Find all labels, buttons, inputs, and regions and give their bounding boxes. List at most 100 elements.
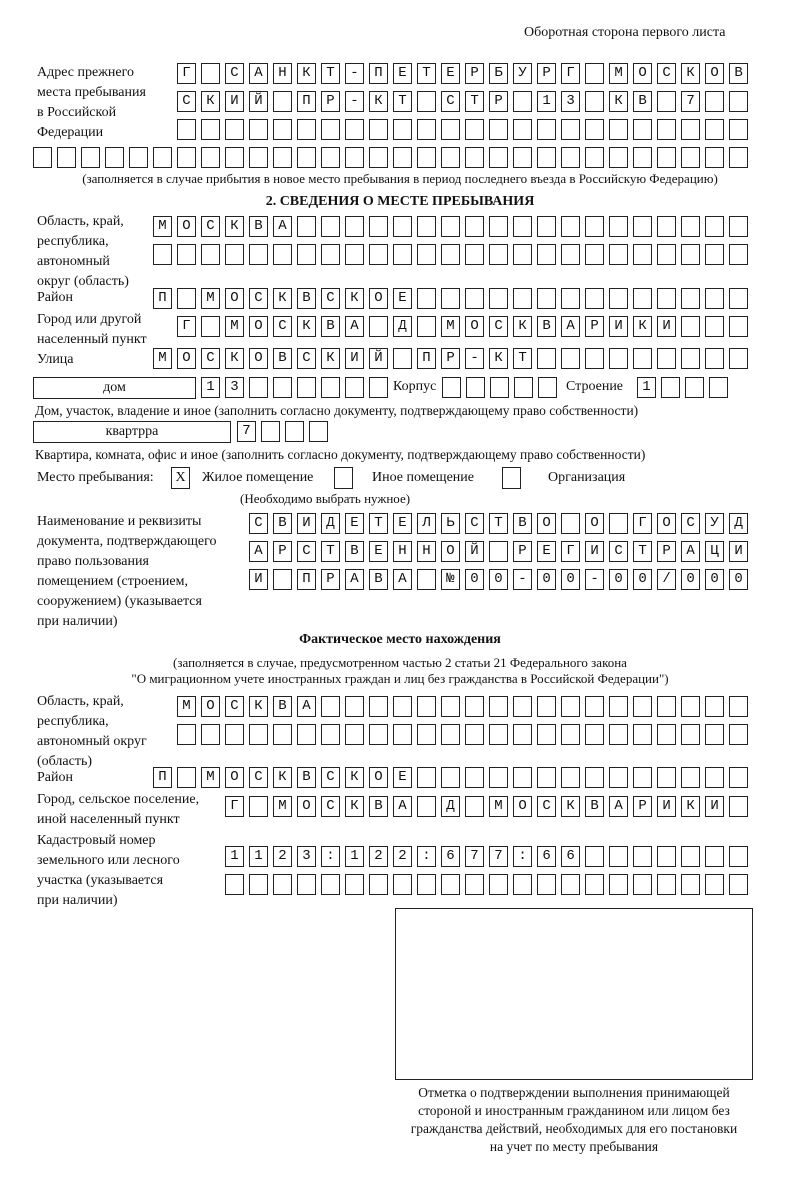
char-cell[interactable] bbox=[513, 119, 532, 140]
char-cell[interactable] bbox=[345, 846, 364, 867]
char-cell[interactable] bbox=[417, 541, 436, 562]
char-cell[interactable] bbox=[273, 119, 292, 140]
char-cell[interactable] bbox=[585, 796, 604, 817]
char-cell[interactable] bbox=[657, 216, 676, 237]
char-cell[interactable] bbox=[561, 796, 580, 817]
char-cell[interactable] bbox=[681, 846, 700, 867]
char-cell[interactable] bbox=[177, 696, 196, 717]
char-cell[interactable] bbox=[369, 696, 388, 717]
char-cell[interactable] bbox=[321, 244, 340, 265]
char-cell[interactable] bbox=[489, 244, 508, 265]
char-cell[interactable] bbox=[513, 767, 532, 788]
char-cell[interactable] bbox=[297, 569, 316, 590]
char-cell[interactable] bbox=[249, 316, 268, 337]
char-cell[interactable] bbox=[297, 541, 316, 562]
char-cell[interactable] bbox=[369, 288, 388, 309]
char-cell[interactable] bbox=[465, 63, 484, 84]
char-cell[interactable] bbox=[489, 288, 508, 309]
char-cell[interactable] bbox=[489, 541, 508, 562]
char-cell[interactable] bbox=[489, 767, 508, 788]
char-cell[interactable] bbox=[585, 91, 604, 112]
char-cell[interactable] bbox=[393, 216, 412, 237]
char-cell[interactable] bbox=[345, 569, 364, 590]
char-cell[interactable] bbox=[297, 63, 316, 84]
char-cell[interactable] bbox=[705, 767, 724, 788]
char-cell[interactable] bbox=[321, 874, 340, 895]
char-cell[interactable] bbox=[513, 316, 532, 337]
char-cell[interactable] bbox=[273, 796, 292, 817]
char-cell[interactable] bbox=[33, 147, 52, 168]
char-cell[interactable] bbox=[417, 288, 436, 309]
char-cell[interactable] bbox=[249, 91, 268, 112]
char-cell[interactable] bbox=[514, 377, 533, 398]
char-cell[interactable] bbox=[709, 377, 728, 398]
char-cell[interactable] bbox=[729, 91, 748, 112]
char-cell[interactable] bbox=[249, 696, 268, 717]
char-cell[interactable] bbox=[441, 216, 460, 237]
char-cell[interactable] bbox=[441, 541, 460, 562]
char-cell[interactable] bbox=[705, 147, 724, 168]
char-cell[interactable] bbox=[225, 377, 244, 398]
char-cell[interactable] bbox=[105, 147, 124, 168]
char-cell[interactable] bbox=[441, 513, 460, 534]
char-cell[interactable] bbox=[393, 244, 412, 265]
char-cell[interactable] bbox=[657, 796, 676, 817]
char-cell[interactable] bbox=[273, 696, 292, 717]
char-cell[interactable] bbox=[321, 846, 340, 867]
char-cell[interactable] bbox=[729, 147, 748, 168]
char-cell[interactable] bbox=[465, 569, 484, 590]
char-cell[interactable] bbox=[681, 288, 700, 309]
char-cell[interactable] bbox=[345, 244, 364, 265]
char-cell[interactable] bbox=[633, 569, 652, 590]
char-cell[interactable] bbox=[393, 724, 412, 745]
char-cell[interactable] bbox=[585, 767, 604, 788]
char-cell[interactable] bbox=[81, 147, 100, 168]
char-cell[interactable] bbox=[681, 316, 700, 337]
char-cell[interactable] bbox=[441, 147, 460, 168]
char-cell[interactable] bbox=[393, 767, 412, 788]
char-cell[interactable] bbox=[657, 316, 676, 337]
char-cell[interactable] bbox=[681, 724, 700, 745]
char-cell[interactable] bbox=[633, 846, 652, 867]
char-cell[interactable] bbox=[249, 119, 268, 140]
char-cell[interactable] bbox=[705, 119, 724, 140]
char-cell[interactable] bbox=[369, 216, 388, 237]
char-cell[interactable] bbox=[609, 348, 628, 369]
char-cell[interactable] bbox=[705, 796, 724, 817]
char-cell[interactable] bbox=[681, 767, 700, 788]
char-cell[interactable] bbox=[177, 63, 196, 84]
char-cell[interactable] bbox=[321, 541, 340, 562]
char-cell[interactable] bbox=[393, 874, 412, 895]
char-cell[interactable] bbox=[321, 796, 340, 817]
char-cell[interactable] bbox=[153, 147, 172, 168]
char-cell[interactable] bbox=[297, 216, 316, 237]
char-cell[interactable] bbox=[561, 91, 580, 112]
char-cell[interactable] bbox=[561, 569, 580, 590]
char-cell[interactable] bbox=[201, 377, 220, 398]
char-cell[interactable] bbox=[225, 874, 244, 895]
char-cell[interactable] bbox=[657, 91, 676, 112]
char-cell[interactable] bbox=[633, 216, 652, 237]
char-cell[interactable] bbox=[273, 724, 292, 745]
char-cell[interactable] bbox=[177, 316, 196, 337]
char-cell[interactable] bbox=[273, 569, 292, 590]
char-cell[interactable] bbox=[369, 846, 388, 867]
char-cell[interactable] bbox=[561, 63, 580, 84]
char-cell[interactable] bbox=[685, 377, 704, 398]
char-cell[interactable] bbox=[633, 147, 652, 168]
char-cell[interactable] bbox=[297, 696, 316, 717]
char-cell[interactable] bbox=[321, 316, 340, 337]
char-cell[interactable] bbox=[465, 119, 484, 140]
char-cell[interactable] bbox=[417, 513, 436, 534]
char-cell[interactable] bbox=[513, 91, 532, 112]
char-cell[interactable] bbox=[585, 348, 604, 369]
char-cell[interactable] bbox=[681, 569, 700, 590]
char-cell[interactable] bbox=[177, 119, 196, 140]
char-cell[interactable] bbox=[417, 119, 436, 140]
char-cell[interactable] bbox=[225, 244, 244, 265]
char-cell[interactable] bbox=[633, 767, 652, 788]
char-cell[interactable] bbox=[297, 796, 316, 817]
char-cell[interactable] bbox=[225, 796, 244, 817]
char-cell[interactable] bbox=[489, 569, 508, 590]
char-cell[interactable] bbox=[201, 724, 220, 745]
